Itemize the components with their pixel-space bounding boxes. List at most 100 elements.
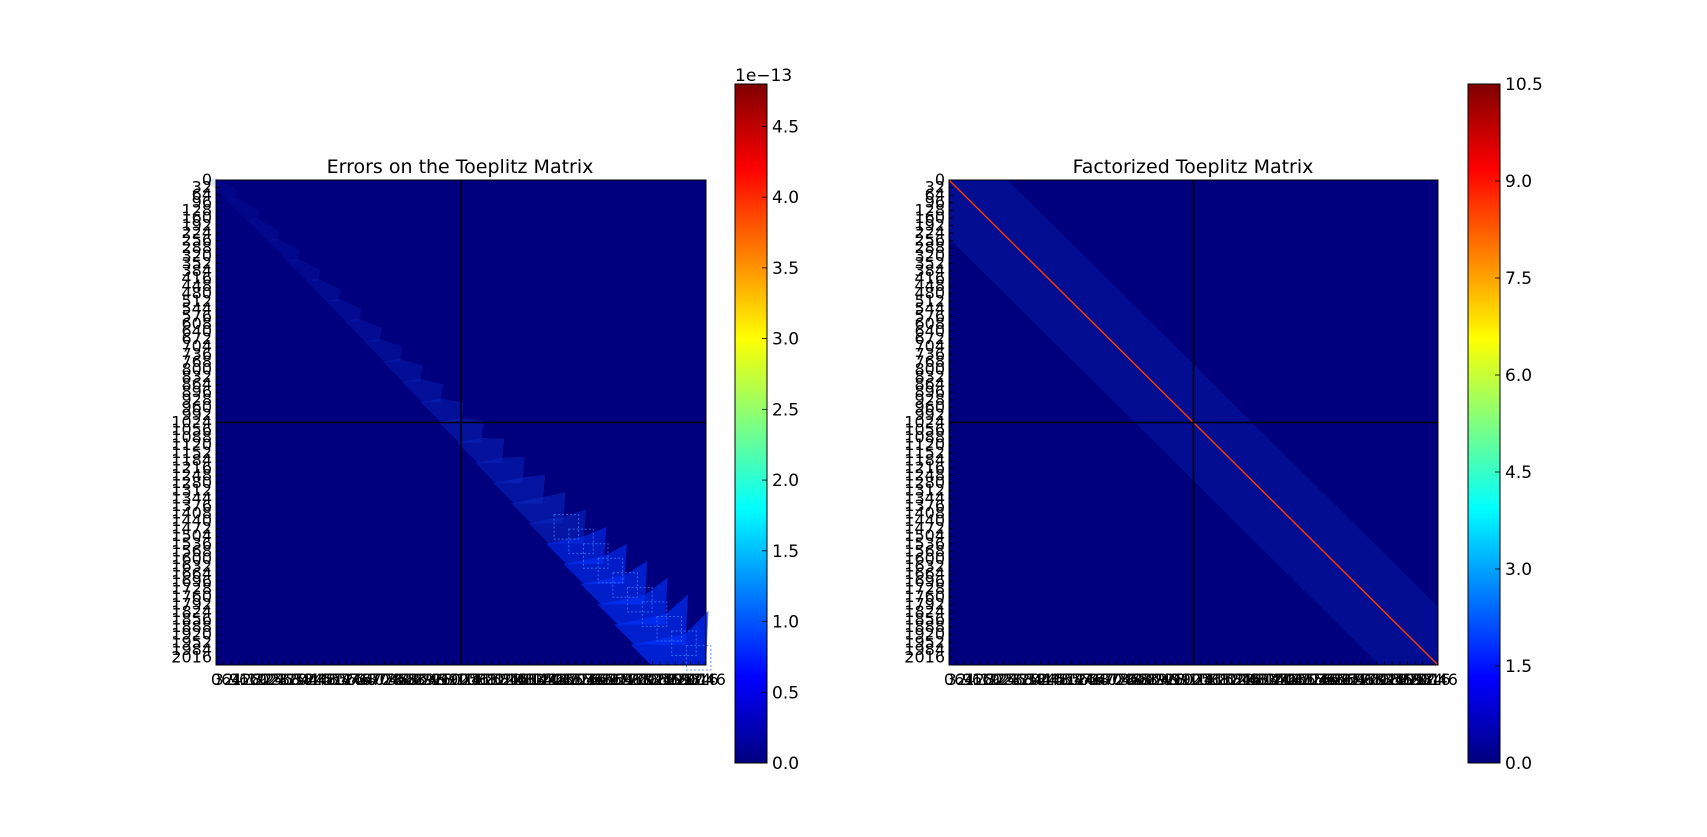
y-tick-label: 1888: [171, 617, 212, 636]
x-tick-label: 704: [369, 670, 400, 689]
y-tick-label: 1664: [904, 564, 945, 583]
x-tick-label: 1504: [555, 670, 596, 689]
x-tick-labels: 0326496128160192224256288320352384416448…: [211, 661, 726, 689]
y-tick-label: 1312: [171, 481, 212, 500]
x-tick-label: 640: [1087, 670, 1118, 689]
x-tick-label: 1984: [670, 670, 711, 689]
x-tick-label: 416: [300, 670, 331, 689]
x-tick-label: 1152: [1204, 670, 1245, 689]
x-tick-label: 1760: [617, 670, 658, 689]
y-tick-label: 960: [914, 397, 945, 416]
chart-title: Factorized Toeplitz Matrix: [1073, 156, 1314, 178]
y-tick-label: 1408: [904, 503, 945, 522]
y-tick-label: 800: [181, 359, 212, 378]
y-tick-label: 1440: [171, 511, 212, 530]
heatmap-panel-factorized: Factorized Toeplitz Matrix 0326496128160…: [904, 75, 1543, 774]
colorbar-tick-label: 1.5: [1505, 657, 1532, 677]
heatmap-error-block: [685, 645, 712, 671]
x-tick-label: 192: [980, 670, 1011, 689]
x-tick-label: 1472: [1280, 670, 1321, 689]
colorbar-tick-label: 0.5: [772, 683, 799, 703]
x-tick-label: 1280: [1234, 670, 1275, 689]
y-tick-label: 2016: [171, 647, 212, 666]
heatmap-band-segment: [546, 526, 607, 564]
y-tick-label: 512: [914, 291, 945, 310]
heatmap-band-segment: [475, 456, 525, 484]
heatmap-panel-errors: Errors on the Toeplitz Matrix 0326496128…: [171, 66, 799, 774]
y-tick-label: 864: [181, 375, 212, 394]
x-tick-label: 736: [1109, 670, 1140, 689]
y-tick-label: 1024: [904, 413, 945, 432]
x-tick-label: 864: [407, 670, 438, 689]
x-tick-label: 896: [1148, 670, 1179, 689]
y-tick-label: 384: [914, 261, 945, 280]
x-tick-label: 1536: [1295, 670, 1336, 689]
y-tick-label: 1152: [904, 443, 945, 462]
x-tick-label: 1600: [578, 670, 619, 689]
y-tick-label: 832: [181, 367, 212, 386]
y-tick-label: 1184: [171, 450, 212, 469]
y-tick-label: 256: [914, 231, 945, 250]
x-tick-label: 64: [221, 670, 241, 689]
x-tick-label: 1824: [632, 670, 673, 689]
y-tick-label: 1376: [904, 496, 945, 515]
y-tick-label: 0: [935, 170, 945, 189]
x-tick-label: 1088: [1188, 670, 1229, 689]
x-tick-label: 1344: [517, 670, 558, 689]
y-tick-label: 1920: [171, 625, 212, 644]
x-tick-label: 2016: [1410, 670, 1451, 689]
x-tick-label: 1568: [1303, 670, 1344, 689]
y-tick-label: 832: [914, 367, 945, 386]
x-tick-label: 576: [339, 670, 370, 689]
x-tick-label: 2016: [678, 670, 719, 689]
heatmap-error-block: [641, 601, 668, 627]
x-tick-label: 800: [1125, 670, 1156, 689]
x-tick-label: 0: [211, 670, 221, 689]
x-tick-label: 480: [316, 670, 347, 689]
y-tick-label: 1344: [904, 488, 945, 507]
y-tick-label: 96: [925, 193, 945, 212]
x-tick-label: 1824: [1364, 670, 1405, 689]
y-tick-label: 800: [914, 359, 945, 378]
x-tick-label: 736: [377, 670, 408, 689]
y-tick-label: 1728: [171, 579, 212, 598]
y-tick-label: 1472: [171, 519, 212, 538]
x-tick-label: 608: [346, 670, 377, 689]
x-tick-label: 1056: [1181, 670, 1222, 689]
y-tick-label: 640: [181, 322, 212, 341]
y-tick-label: 1216: [904, 458, 945, 477]
x-tick-label: 992: [438, 670, 469, 689]
heatmap-band-segment: [493, 474, 546, 504]
x-tick-label: 160: [239, 670, 270, 689]
x-tick-label: 224: [254, 670, 285, 689]
x-tick-label: 288: [270, 670, 301, 689]
x-tick-label: 1760: [1349, 670, 1390, 689]
x-tick-label: 352: [1018, 670, 1049, 689]
heatmap-error-block: [583, 543, 609, 569]
x-tick-label: 32: [946, 670, 966, 689]
x-tick-label: 768: [384, 670, 415, 689]
y-tick-label: 32: [192, 178, 212, 197]
colorbar-tick-labels: 0.0 1.5 3.0 4.5 6.0 7.5 9.0 10.5: [1495, 75, 1543, 774]
y-tick-label: 1120: [171, 435, 212, 454]
colorbar-tick-label: 10.5: [1505, 75, 1543, 95]
y-tick-label: 928: [181, 390, 212, 409]
heatmap-band-segment: [266, 238, 301, 261]
heatmap-error-block: [568, 528, 594, 555]
y-tick-label: 1824: [904, 602, 945, 621]
heatmap-band-segment: [383, 358, 423, 383]
heatmap-band-segment: [614, 594, 689, 645]
chart-title: Errors on the Toeplitz Matrix: [327, 156, 594, 178]
x-tick-label: 1856: [1372, 670, 1413, 689]
y-tick-label: 992: [181, 405, 212, 424]
y-tick-label: 1824: [171, 602, 212, 621]
x-tick-label: 1248: [494, 670, 535, 689]
y-tick-label: 64: [192, 185, 212, 204]
colorbar-tick-label: 1.5: [772, 542, 799, 562]
x-tick-label: 1952: [663, 670, 704, 689]
heatmap-error-block: [656, 615, 682, 642]
x-tick-label: 992: [1171, 670, 1202, 689]
x-tick-label: 1024: [441, 670, 482, 689]
x-tick-label: 608: [1079, 670, 1110, 689]
y-tick-label: 1312: [904, 481, 945, 500]
